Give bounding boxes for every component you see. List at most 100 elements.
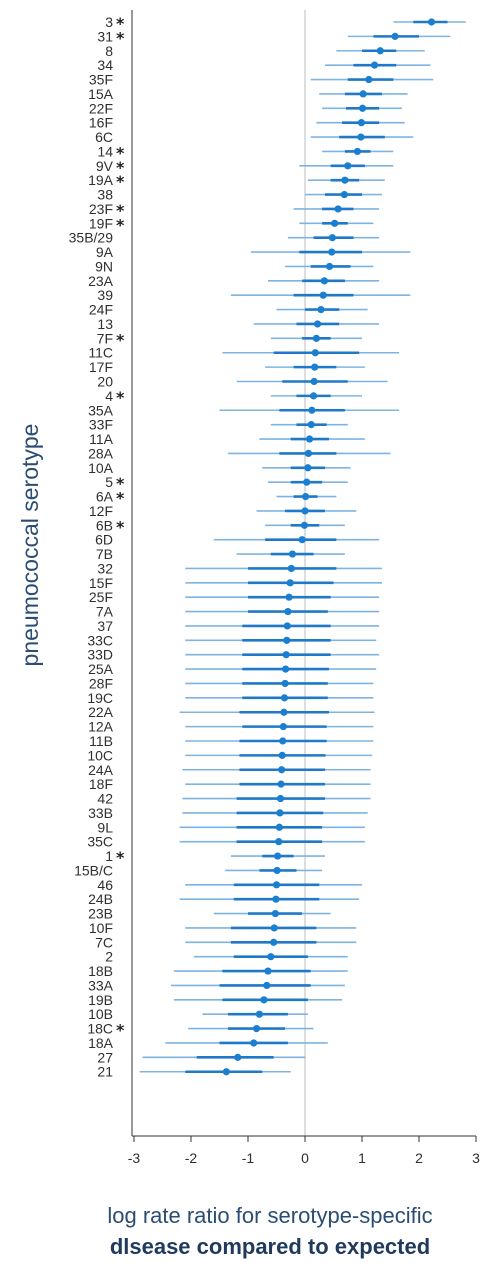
significance-star: * bbox=[116, 388, 125, 407]
estimate-point bbox=[283, 622, 291, 630]
serotype-label: 19B bbox=[88, 992, 113, 1008]
serotype-label: 8 bbox=[105, 43, 113, 59]
serotype-label: 22F bbox=[89, 100, 113, 116]
estimate-point bbox=[319, 291, 327, 299]
significance-star: * bbox=[116, 474, 125, 493]
estimate-point bbox=[288, 550, 297, 558]
estimate-point bbox=[344, 162, 352, 170]
estimate-point bbox=[312, 334, 320, 342]
serotype-label: 34 bbox=[97, 57, 113, 73]
estimate-point bbox=[317, 306, 325, 314]
serotype-label: 19F bbox=[89, 215, 113, 231]
estimate-point bbox=[250, 1039, 258, 1047]
estimate-point bbox=[334, 205, 342, 213]
serotype-label: 9N bbox=[95, 258, 113, 274]
estimate-point bbox=[357, 133, 365, 141]
serotype-label: 15B/C bbox=[74, 862, 113, 878]
serotype-label: 33C bbox=[87, 632, 113, 648]
significance-star: * bbox=[116, 14, 125, 33]
serotype-label: 24B bbox=[88, 891, 113, 907]
estimate-point bbox=[310, 377, 318, 386]
significance-star: * bbox=[116, 848, 125, 867]
serotype-label: 28A bbox=[88, 445, 114, 461]
serotype-label: 7B bbox=[96, 546, 113, 562]
significance-star: * bbox=[116, 158, 125, 177]
serotype-label: 39 bbox=[97, 287, 113, 303]
serotype-label: 14 bbox=[97, 143, 113, 159]
estimate-point bbox=[365, 75, 373, 84]
significance-star: * bbox=[116, 330, 125, 349]
estimate-point bbox=[328, 248, 336, 256]
estimate-point bbox=[270, 938, 278, 946]
x-axis-label-line2: dlsease compared to expected bbox=[110, 1234, 430, 1259]
serotype-label: 23B bbox=[88, 906, 113, 922]
serotype-label: 10C bbox=[87, 747, 113, 763]
significance-star: * bbox=[116, 215, 125, 234]
serotype-label: 6A bbox=[96, 489, 114, 505]
estimate-point bbox=[272, 895, 280, 903]
significance-star: * bbox=[116, 143, 125, 162]
estimate-point bbox=[305, 435, 314, 443]
estimate-point bbox=[278, 766, 286, 774]
estimate-point bbox=[280, 694, 289, 702]
serotype-label: 38 bbox=[97, 187, 113, 203]
estimate-point bbox=[255, 1010, 263, 1018]
serotype-label: 10B bbox=[88, 1006, 113, 1022]
serotype-label: 7F bbox=[97, 330, 113, 346]
serotype-label: 35A bbox=[88, 402, 114, 418]
serotype-label: 35C bbox=[87, 834, 113, 850]
serotype-label: 10A bbox=[88, 460, 114, 476]
estimate-point bbox=[275, 823, 283, 831]
significance-star: * bbox=[116, 28, 125, 47]
estimate-point bbox=[313, 320, 322, 328]
serotype-label: 42 bbox=[97, 791, 113, 807]
significance-star: * bbox=[116, 172, 125, 191]
serotype-label: 18B bbox=[88, 963, 113, 979]
estimate-point bbox=[282, 665, 290, 673]
serotype-label: 23F bbox=[89, 201, 113, 217]
estimate-point bbox=[325, 262, 334, 271]
serotype-label: 17F bbox=[89, 359, 113, 375]
estimate-point bbox=[353, 147, 362, 156]
x-tick-label: 0 bbox=[301, 1150, 309, 1166]
serotype-label: 7A bbox=[96, 604, 114, 620]
serotype-label: 6D bbox=[95, 532, 113, 548]
serotype-label: 18F bbox=[89, 776, 113, 792]
estimate-point bbox=[270, 924, 278, 932]
estimate-point bbox=[272, 881, 281, 889]
estimate-point bbox=[357, 119, 366, 127]
estimate-point bbox=[311, 349, 319, 357]
estimate-point bbox=[311, 363, 319, 371]
serotype-label: 11A bbox=[89, 431, 114, 447]
x-axis-label-line1: log rate ratio for serotype-specific bbox=[107, 1203, 432, 1228]
serotype-label: 33D bbox=[87, 647, 113, 663]
serotype-label: 35F bbox=[89, 72, 113, 88]
estimate-point bbox=[271, 909, 279, 918]
serotype-label: 19A bbox=[88, 172, 114, 188]
serotype-label: 9L bbox=[97, 819, 113, 835]
estimate-point bbox=[278, 751, 286, 759]
serotype-label: 7C bbox=[95, 934, 113, 950]
serotype-label: 23A bbox=[88, 273, 114, 289]
serotype-label: 4 bbox=[105, 388, 113, 404]
serotype-label: 18C bbox=[87, 1021, 113, 1037]
estimate-point bbox=[274, 852, 282, 860]
estimate-point bbox=[370, 61, 379, 69]
estimate-point bbox=[267, 953, 275, 961]
estimate-point bbox=[309, 392, 318, 400]
serotype-label: 22A bbox=[88, 704, 114, 720]
serotype-label: 33F bbox=[89, 417, 113, 433]
estimate-point bbox=[276, 794, 285, 803]
serotype-label: 16F bbox=[89, 115, 113, 131]
estimate-point bbox=[300, 521, 309, 529]
estimate-point bbox=[273, 866, 281, 875]
estimate-point bbox=[340, 190, 348, 199]
estimate-point bbox=[284, 607, 292, 616]
estimate-point bbox=[285, 593, 293, 601]
serotype-label: 33B bbox=[88, 805, 113, 821]
estimate-point bbox=[304, 449, 313, 457]
estimate-point bbox=[359, 90, 367, 98]
serotype-label: 12A bbox=[88, 719, 114, 735]
